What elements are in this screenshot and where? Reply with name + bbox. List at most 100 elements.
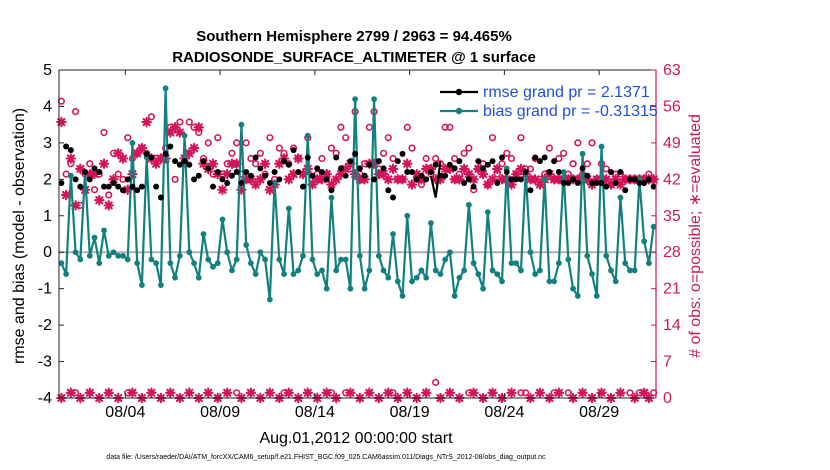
obs-evaluated-marker: [297, 168, 309, 180]
obs-evaluated-marker: [184, 387, 195, 399]
obs-possible-marker: [422, 154, 430, 163]
obs-evaluated-marker: [534, 179, 546, 190]
rmse-point: [323, 176, 330, 183]
obs-possible-marker: [389, 154, 397, 163]
obs-possible-marker: [233, 139, 241, 147]
obs-evaluated-marker: [174, 127, 186, 138]
bias-point: [428, 220, 434, 226]
rmse-point: [626, 176, 633, 183]
obs-possible-marker: [100, 128, 108, 137]
rmse-point: [527, 187, 534, 194]
obs-possible-marker: [147, 113, 155, 121]
obs-evaluated-marker: [330, 174, 342, 185]
rmse-point: [366, 161, 373, 168]
rmse-point: [124, 176, 131, 183]
obs-evaluated-marker: [349, 168, 361, 180]
rmse-point: [276, 176, 283, 183]
bias-point: [314, 271, 321, 277]
obs-evaluated-marker: [321, 168, 332, 180]
obs-possible-marker: [503, 149, 511, 157]
obs-possible-marker: [275, 144, 283, 152]
bias-point: [101, 227, 107, 234]
y-tick-label: -4: [38, 390, 52, 407]
bias-point: [271, 180, 278, 186]
obs-evaluated-marker: [615, 387, 626, 399]
obs-possible-marker: [574, 139, 582, 147]
rmse-point: [565, 179, 572, 186]
rmse-point: [295, 169, 302, 176]
bias-point: [555, 260, 562, 267]
obs-evaluated-marker: [605, 179, 617, 190]
y2-tick-label: 56: [663, 98, 681, 115]
obs-possible-marker: [432, 378, 440, 386]
rmse-point: [148, 154, 155, 161]
rmse-point: [157, 194, 164, 201]
rmse-point: [91, 165, 98, 172]
bias-point: [446, 249, 453, 256]
y2-tick-label: 42: [663, 171, 681, 188]
bias-point: [570, 285, 576, 292]
obs-evaluated-marker: [217, 184, 228, 195]
obs-possible-marker: [252, 160, 260, 168]
obs-evaluated-marker: [402, 158, 413, 169]
bias-point: [541, 176, 548, 183]
obs-evaluated-marker: [193, 122, 205, 133]
bias-point: [442, 256, 449, 263]
obs-possible-marker: [114, 170, 122, 178]
obs-possible-marker: [214, 134, 222, 142]
rmse-point: [352, 150, 359, 157]
obs-possible-marker: [522, 389, 530, 397]
rmse-point: [617, 169, 624, 176]
bias-point: [484, 209, 491, 216]
obs-possible-marker: [583, 160, 591, 168]
obs-evaluated-marker: [321, 387, 332, 399]
obs-evaluated-marker: [108, 174, 119, 185]
bias-point: [475, 271, 482, 277]
rmse-point: [541, 154, 548, 161]
obs-possible-marker: [507, 154, 516, 163]
chart-subtitle: RADIOSONDE_SURFACE_ALTIMETER @ 1 surface: [172, 49, 536, 66]
obs-evaluated-marker: [359, 174, 370, 185]
bias-point: [608, 267, 614, 274]
bias-point: [162, 85, 169, 92]
bias-point: [598, 143, 605, 150]
obs-possible-marker: [176, 118, 184, 126]
obs-evaluated-marker: [435, 174, 446, 185]
obs-possible-marker: [451, 154, 459, 163]
rmse-point: [446, 161, 453, 168]
rmse-point: [82, 169, 89, 176]
x-tick-label: 08/04: [105, 404, 145, 421]
rmse-point: [636, 179, 643, 186]
obs-possible-marker: [560, 149, 568, 157]
rmse-point: [607, 169, 614, 176]
rmse-point: [96, 169, 103, 176]
y-tick-label: -2: [38, 317, 52, 334]
rmse-point: [489, 158, 496, 165]
obs-evaluated-marker: [378, 168, 389, 180]
rmse-point: [63, 143, 70, 150]
obs-possible-marker: [233, 389, 241, 397]
rmse-point: [593, 179, 600, 186]
bias-point: [290, 271, 297, 277]
obs-evaluated-marker: [477, 168, 489, 180]
obs-evaluated-marker: [231, 158, 242, 169]
y2-tick-label: 14: [663, 317, 681, 334]
bias-point: [650, 223, 657, 230]
rmse-point: [129, 183, 136, 190]
bias-point: [129, 139, 136, 146]
obs-possible-marker: [124, 134, 132, 142]
obs-evaluated-marker: [131, 148, 143, 159]
obs-evaluated-marker: [387, 163, 399, 175]
obs-evaluated-marker: [236, 184, 247, 195]
obs-evaluated-marker: [165, 387, 176, 399]
obs-evaluated-marker: [250, 179, 261, 190]
obs-possible-marker: [403, 123, 411, 131]
rmse-point: [494, 179, 501, 186]
rmse-point: [195, 172, 202, 179]
obs-possible-marker: [555, 154, 563, 163]
obs-possible-marker: [228, 149, 236, 157]
obs-evaluated-marker: [65, 153, 77, 164]
obs-evaluated-marker: [60, 189, 72, 201]
bias-point: [461, 267, 468, 274]
